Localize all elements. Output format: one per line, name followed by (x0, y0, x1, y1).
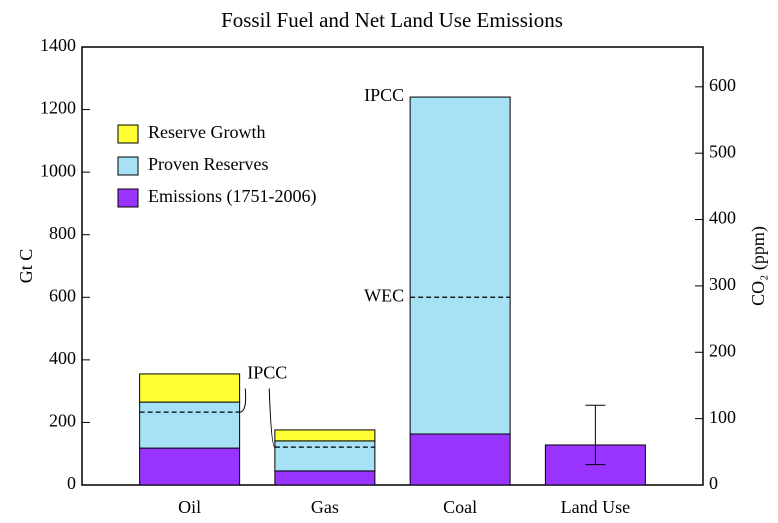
y2-tick-label: 400 (709, 208, 736, 228)
y-tick-label: 1200 (40, 98, 76, 118)
y-tick-label: 600 (49, 285, 76, 305)
y2-tick-label: 500 (709, 141, 736, 161)
y-tick-label: 400 (49, 348, 76, 368)
y2-tick-label: 0 (709, 473, 718, 493)
chart-title: Fossil Fuel and Net Land Use Emissions (221, 8, 563, 32)
y2-tick-label: 300 (709, 274, 736, 294)
y-tick-label: 1400 (40, 35, 76, 55)
bar-segment (274, 429, 376, 442)
bar-segment (139, 373, 241, 403)
bar-segment (274, 440, 376, 472)
y2-tick-label: 200 (709, 340, 736, 360)
y2-axis-label: CO₂ (ppm) (748, 226, 769, 306)
x-tick-label: Land Use (561, 497, 630, 517)
annotation: IPCC (364, 85, 404, 105)
legend-swatch (117, 156, 139, 176)
bar-segment (409, 96, 511, 435)
x-tick-label: Oil (178, 497, 201, 517)
reference-label: IPCC (247, 363, 287, 383)
legend-swatch (117, 124, 139, 144)
y-axis-label: Gt C (16, 249, 36, 284)
leader-line (239, 388, 247, 413)
reference-label: WEC (364, 285, 404, 305)
legend-label: Reserve Growth (148, 122, 265, 142)
y2-tick-label: 600 (709, 75, 736, 95)
x-tick-label: Coal (443, 497, 477, 517)
bar-segment (139, 447, 241, 486)
bar-segment (274, 470, 376, 486)
bar-segment (139, 401, 241, 449)
y-tick-label: 800 (49, 223, 76, 243)
leader-line (268, 388, 276, 448)
x-tick-label: Gas (311, 497, 339, 517)
y-tick-label: 200 (49, 411, 76, 431)
legend-swatch (117, 188, 139, 208)
legend-label: Proven Reserves (148, 154, 268, 174)
bar-segment (409, 433, 511, 486)
legend-label: Emissions (1751-2006) (148, 186, 317, 207)
y-tick-label: 1000 (40, 160, 76, 180)
y2-tick-label: 100 (709, 407, 736, 427)
plot-frame (81, 46, 704, 486)
y-tick-label: 0 (67, 473, 76, 493)
